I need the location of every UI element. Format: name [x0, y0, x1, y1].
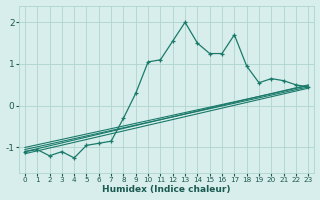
X-axis label: Humidex (Indice chaleur): Humidex (Indice chaleur) [102, 185, 231, 194]
